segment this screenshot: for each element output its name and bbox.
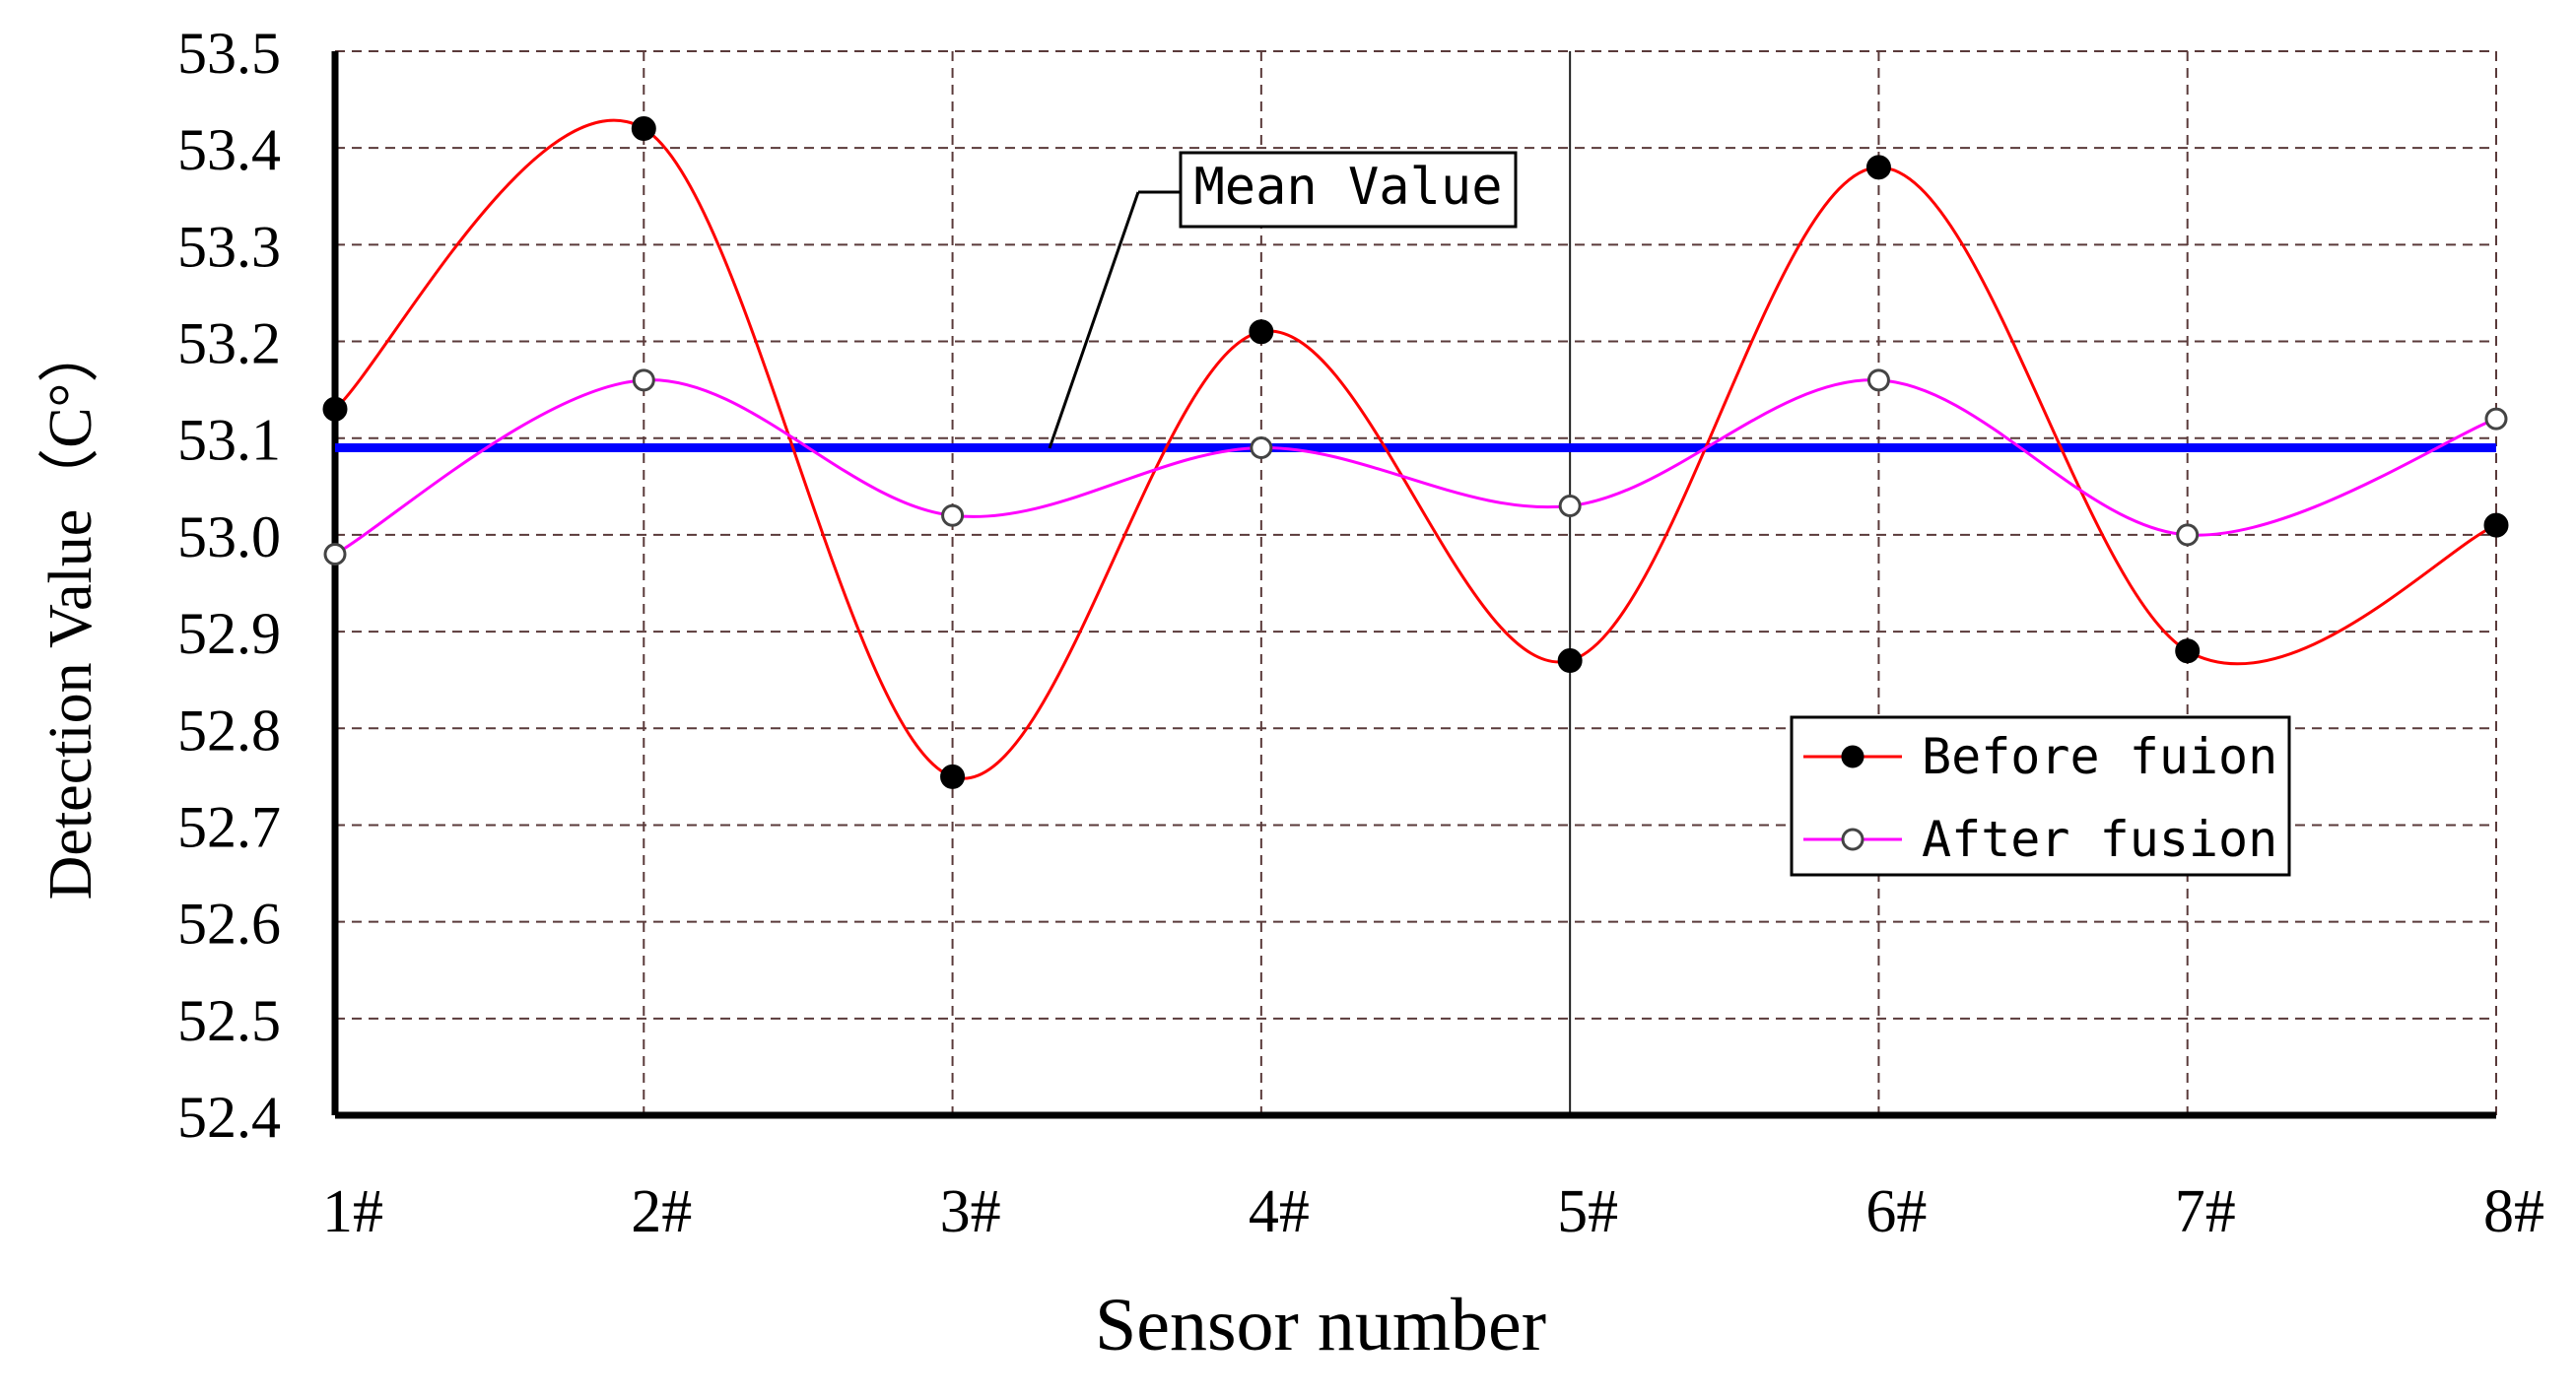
x-axis-title: Sensor number <box>1095 1284 1546 1366</box>
mean-leader-line <box>1048 191 1140 449</box>
series-group <box>322 116 2509 789</box>
y-tick-label: 53.5 <box>177 21 281 86</box>
y-tick-label: 52.4 <box>177 1085 281 1150</box>
grid-lines <box>335 50 2497 1115</box>
x-tick-label: 5# <box>1557 1178 1618 1245</box>
x-tick-labels: 1# 2# 3# 4# 5# 6# 7# 8# <box>322 1178 2544 1245</box>
y-tick-label: 52.9 <box>177 601 281 666</box>
data-point-after-fusion <box>2484 407 2508 431</box>
legend-label-before: Before fuion <box>1922 728 2277 785</box>
data-point-after-fusion <box>1250 436 1273 460</box>
y-tick-label: 53.3 <box>177 214 281 279</box>
x-tick-label: 1# <box>322 1178 383 1245</box>
data-point-before-fusion <box>940 764 966 789</box>
data-point-after-fusion <box>323 543 347 566</box>
y-tick-label: 52.5 <box>177 988 281 1053</box>
legend-marker-after <box>1841 828 1864 851</box>
y-tick-label: 52.7 <box>177 794 281 859</box>
x-tick-label: 8# <box>2483 1178 2544 1245</box>
y-tick-label: 53.4 <box>177 117 281 182</box>
x-tick-label: 2# <box>631 1178 692 1245</box>
x-tick-label: 7# <box>2175 1178 2236 1245</box>
legend-marker-before <box>1841 745 1864 768</box>
data-point-before-fusion <box>1865 155 1891 180</box>
data-point-after-fusion <box>1558 494 1582 517</box>
legend: Before fuion After fusion <box>1790 715 2291 877</box>
x-tick-label: 4# <box>1249 1178 1310 1245</box>
legend-box <box>1790 715 2291 877</box>
y-tick-label: 53.0 <box>177 504 281 569</box>
data-point-after-fusion <box>1866 368 1890 392</box>
y-tick-label: 53.1 <box>177 408 281 473</box>
y-tick-label: 53.2 <box>177 311 281 376</box>
y-tick-labels: 53.5 53.4 53.3 53.2 53.1 53.0 52.9 52.8 52.7 52.6… <box>177 21 281 1150</box>
data-point-before-fusion <box>322 396 348 422</box>
x-tick-label: 3# <box>940 1178 1001 1245</box>
axes <box>331 51 2496 1119</box>
mean-label: Mean Value <box>1193 158 1502 217</box>
data-point-after-fusion <box>941 503 965 527</box>
data-point-after-fusion <box>632 368 655 392</box>
legend-label-after: After fusion <box>1922 811 2277 868</box>
series-line-before-fusion <box>333 118 2497 780</box>
data-point-before-fusion <box>2175 638 2201 664</box>
data-point-before-fusion <box>2483 512 2509 538</box>
data-point-before-fusion <box>1249 319 1274 345</box>
series-line-after-fusion <box>334 378 2497 556</box>
mean-label-box <box>1179 151 1518 229</box>
y-axis-title: Detection Value（C°） <box>37 322 104 900</box>
y-tick-label: 52.8 <box>177 698 281 763</box>
y-tick-label: 52.6 <box>177 892 281 957</box>
data-point-before-fusion <box>631 116 656 142</box>
x-tick-label: 6# <box>1865 1178 1927 1245</box>
data-point-after-fusion <box>2176 523 2200 547</box>
mean-value-callout: Mean Value <box>1048 151 1518 449</box>
data-point-before-fusion <box>1557 648 1583 674</box>
